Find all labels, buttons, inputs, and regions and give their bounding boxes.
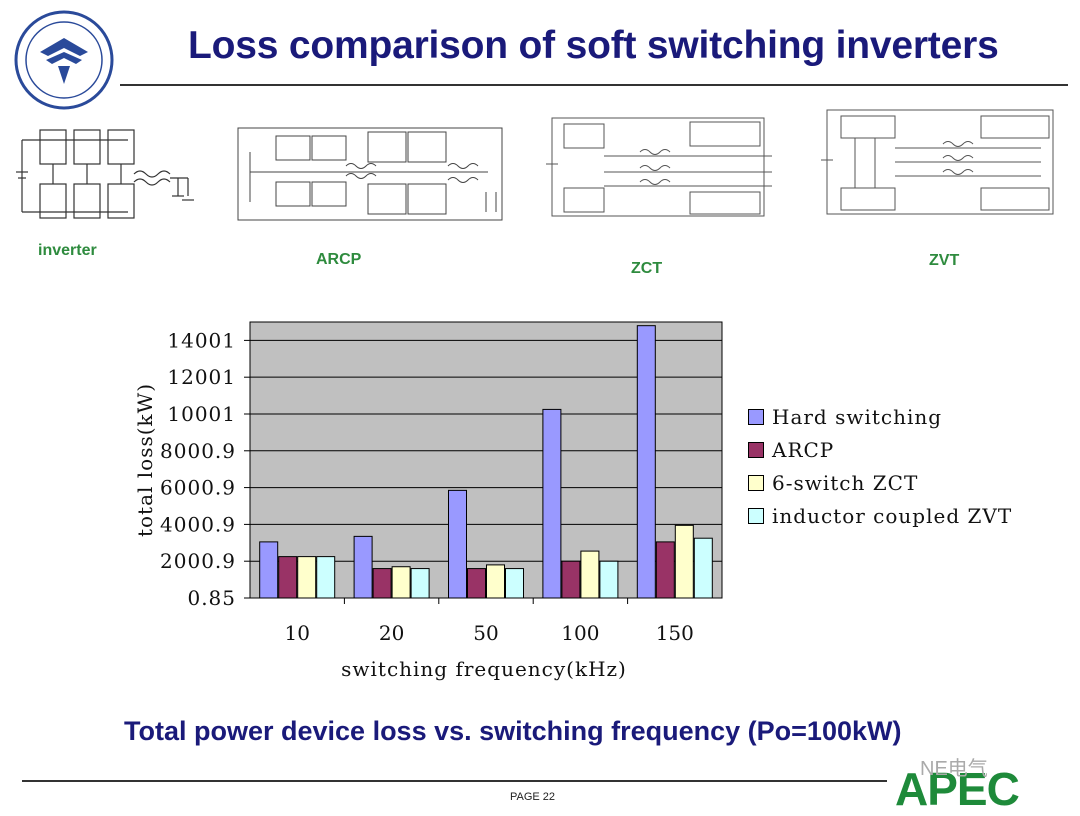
bar: [410, 568, 430, 599]
bar: [693, 537, 713, 599]
legend-swatch: [748, 507, 764, 524]
x-tick-label: 150: [656, 621, 694, 645]
bar: [655, 541, 675, 599]
loss-bar-chart: 0.85 2000.9 4000.9 6000.9 8000.9 10001 12001 14…: [0, 300, 1080, 700]
bar: [391, 566, 411, 599]
apec-logo: APEC: [895, 763, 1020, 815]
x-axis-label: switching frequency(kHz): [341, 657, 627, 681]
inverter-circuit-diagram: [10, 120, 195, 230]
bar: [599, 560, 619, 599]
y-tick-label: 8000.9: [160, 439, 236, 463]
bar: [542, 408, 562, 599]
page-number: PAGE 22: [510, 791, 556, 803]
bar: [278, 556, 298, 599]
x-tick-label: 50: [473, 621, 498, 645]
bar: [636, 325, 656, 599]
bar: [448, 489, 467, 599]
zct-circuit-diagram: [540, 112, 785, 227]
legend-item: 6-switch ZCT: [748, 466, 1012, 499]
y-tick-label: 12001: [167, 365, 236, 389]
x-tick-label: 100: [561, 621, 599, 645]
circuit-label-arcp: ARCP: [316, 251, 362, 268]
bar: [353, 535, 373, 599]
bar: [297, 556, 317, 599]
circuit-label-inverter: inverter: [38, 242, 97, 259]
university-logo: [12, 8, 116, 112]
y-tick-label: 14001: [167, 328, 236, 352]
y-tick-label: 6000.9: [160, 476, 236, 500]
title-divider: [120, 84, 1068, 86]
x-tick-labels: 10 20 50 100 150: [284, 621, 693, 645]
page-title: Loss comparison of soft switching invert…: [188, 24, 999, 67]
y-tick-label: 2000.9: [160, 549, 236, 573]
circuit-label-zct: ZCT: [631, 260, 663, 277]
legend-label: Hard switching: [772, 404, 943, 429]
bar: [372, 568, 392, 599]
y-axis-label: total loss(kW): [133, 383, 157, 537]
zvt-circuit-diagram: [815, 104, 1065, 225]
y-tick-label: 0.85: [187, 586, 236, 610]
legend-swatch: [748, 474, 764, 491]
y-tick-label: 10001: [167, 402, 236, 426]
legend-item: ARCP: [748, 433, 1012, 466]
legend-label: ARCP: [772, 437, 835, 462]
chart-caption: Total power device loss vs. switching fr…: [124, 716, 902, 746]
legend-swatch: [748, 408, 764, 425]
watermark: NE电气: [920, 758, 988, 780]
bar: [505, 568, 524, 599]
bar: [561, 560, 581, 599]
x-tick-label: 10: [284, 621, 309, 645]
legend-label: inductor coupled ZVT: [772, 503, 1013, 528]
arcp-circuit-diagram: [228, 122, 513, 232]
bar: [467, 568, 486, 599]
bar: [486, 564, 505, 599]
x-tick-label: 20: [379, 621, 404, 645]
legend-item: Hard switching: [748, 400, 1012, 433]
chart-legend: Hard switching ARCP 6-switch ZCT inducto…: [748, 400, 1012, 532]
bar: [674, 524, 694, 599]
footer-divider: [22, 780, 887, 782]
legend-label: 6-switch ZCT: [772, 470, 919, 495]
legend-item: inductor coupled ZVT: [748, 499, 1012, 532]
bars: [259, 325, 713, 599]
legend-swatch: [748, 441, 764, 458]
y-tick-labels: 0.85 2000.9 4000.9 6000.9 8000.9 10001 12001 14…: [160, 328, 236, 610]
circuit-label-zvt: ZVT: [929, 252, 960, 269]
bar: [580, 550, 600, 599]
bar: [316, 556, 336, 599]
bar: [259, 541, 279, 599]
y-tick-label: 4000.9: [160, 512, 236, 536]
